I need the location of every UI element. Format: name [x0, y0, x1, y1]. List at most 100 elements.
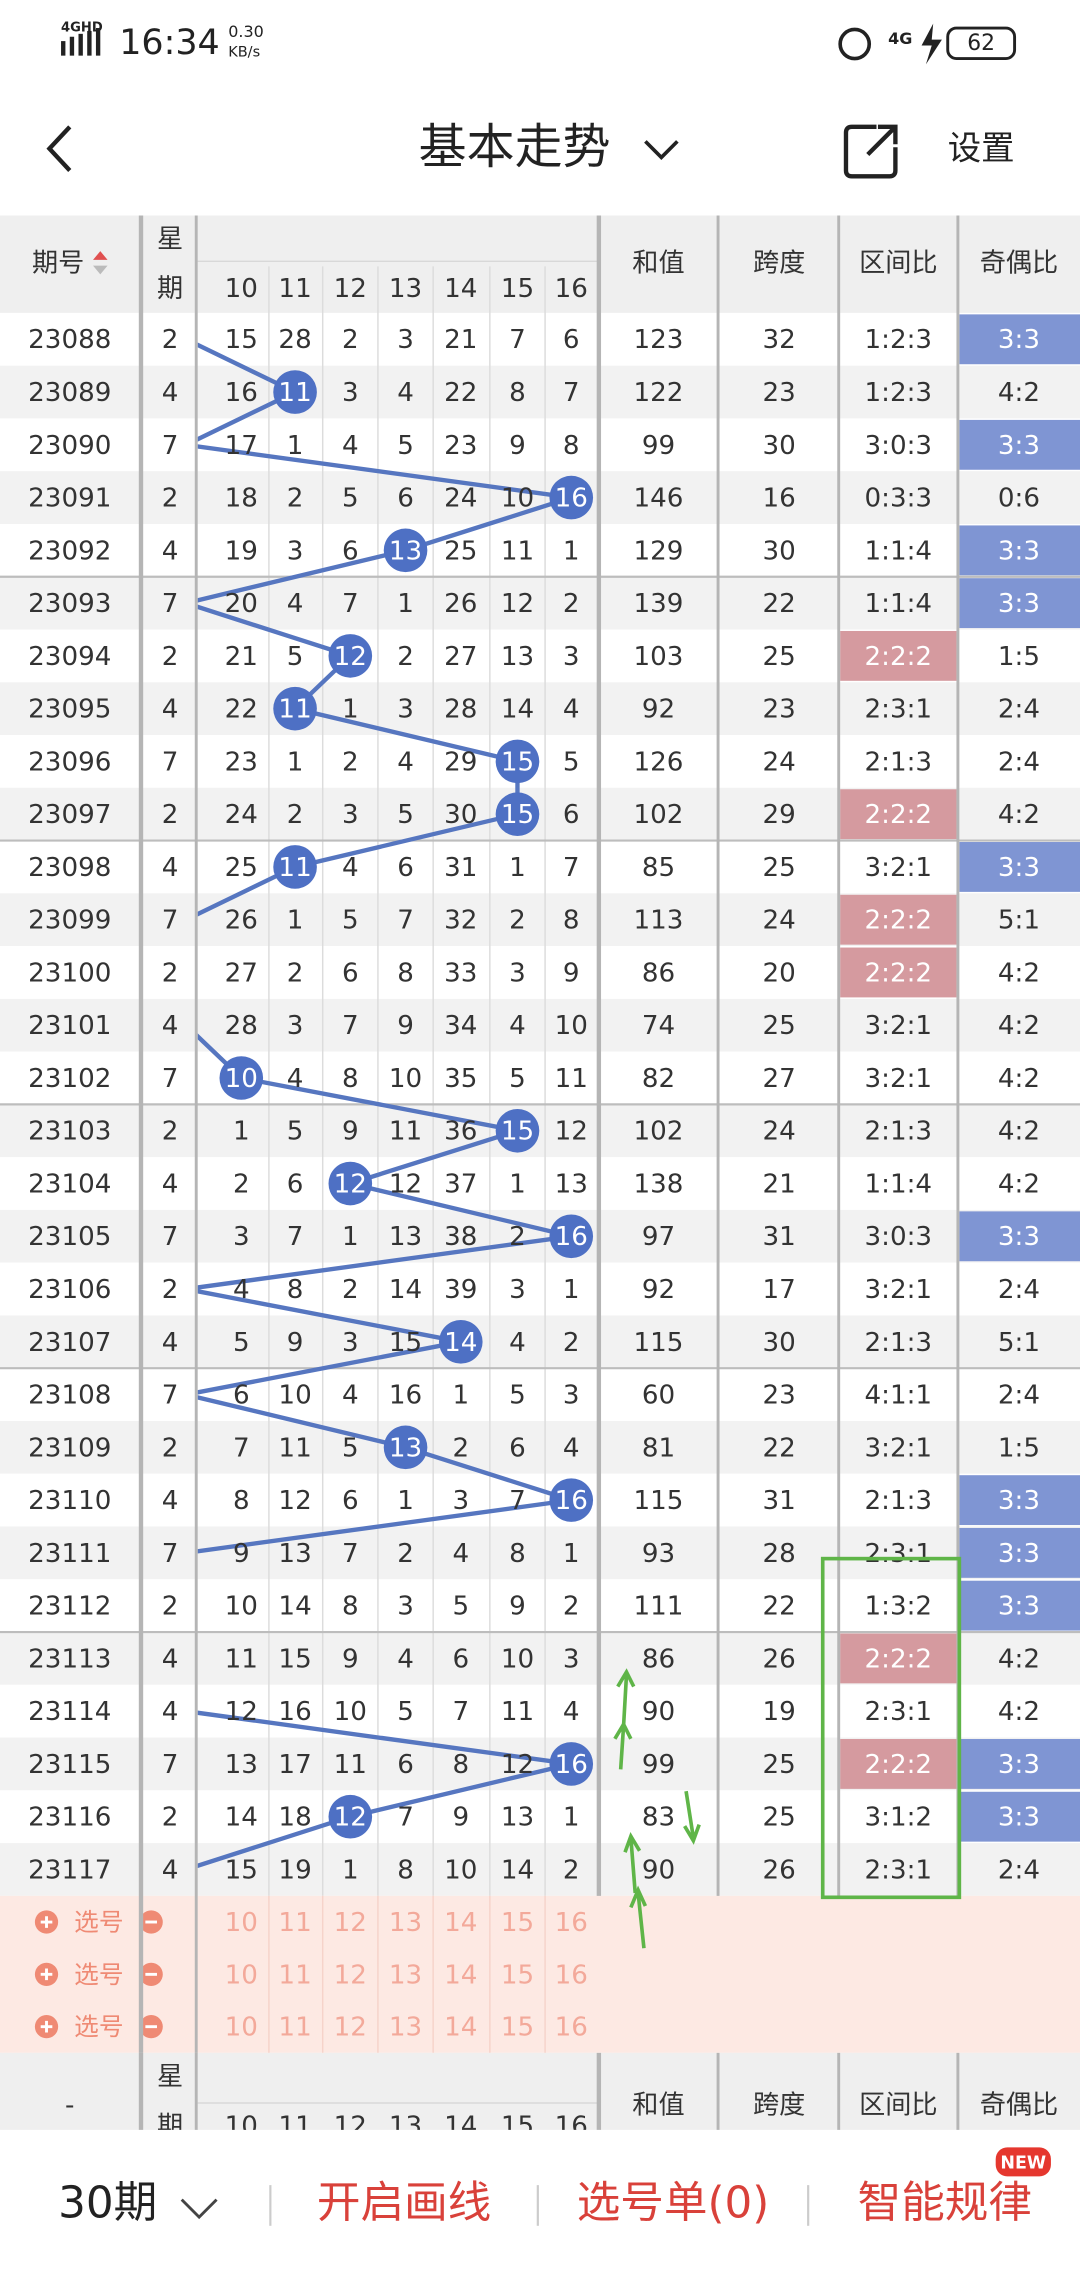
miss-count: 2: [287, 484, 304, 514]
miss-count: 14: [389, 1275, 422, 1305]
miss-count: 8: [287, 1275, 304, 1305]
ball: [273, 370, 317, 414]
miss-count: 1: [452, 1381, 469, 1411]
range-ratio: 3:2:1: [865, 1433, 933, 1463]
miss-count: 3: [342, 1328, 359, 1358]
miss-count: 5: [397, 1697, 414, 1727]
select-number: 12: [334, 1908, 367, 1938]
title-dropdown[interactable]: [644, 140, 679, 160]
miss-count: 12: [555, 1117, 588, 1147]
miss-count: 5: [509, 1381, 526, 1411]
odd-even-ratio: 4:2: [998, 1169, 1040, 1199]
range-ratio: 2:1:3: [865, 1486, 933, 1516]
weekday: 4: [162, 536, 179, 566]
weekday: 7: [162, 906, 179, 936]
highlight-cell: [959, 1791, 1080, 1842]
miss-count: 3: [287, 536, 304, 566]
miss-count: 13: [501, 1803, 534, 1833]
miss-count: 7: [563, 853, 580, 883]
miss-count: 1: [342, 1222, 359, 1252]
span: 29: [762, 800, 795, 830]
period-select[interactable]: 30期: [58, 2178, 157, 2228]
miss-count: 3: [509, 1275, 526, 1305]
trend-line: [197, 342, 572, 1869]
miss-count: 10: [278, 1381, 311, 1411]
range-ratio: 1:1:4: [865, 536, 933, 566]
miss-count: 6: [397, 484, 414, 514]
span: 23: [762, 695, 795, 725]
sum: 92: [642, 1275, 675, 1305]
sum: 146: [633, 484, 683, 514]
miss-count: 2: [397, 642, 414, 672]
miss-count: 4: [342, 1381, 359, 1411]
column-header: -: [65, 2090, 74, 2120]
draw-lines-button[interactable]: 开启画线: [317, 2178, 491, 2228]
miss-count: 15: [225, 325, 258, 355]
span: 31: [762, 1486, 795, 1516]
miss-count: 6: [509, 1433, 526, 1463]
miss-count: 5: [509, 1064, 526, 1094]
miss-count: 1: [287, 906, 304, 936]
range-ratio: 1:1:4: [865, 1169, 933, 1199]
ball: [328, 1161, 373, 1206]
range-ratio: 3:2:1: [865, 853, 933, 883]
page-title[interactable]: 基本走势: [419, 119, 611, 175]
sum: 74: [642, 1011, 675, 1041]
period: 23116: [28, 1803, 111, 1833]
ball-number: 15: [501, 1117, 534, 1147]
miss-count: 16: [278, 1697, 311, 1727]
row-bg: [0, 1473, 1080, 1527]
period: 23091: [28, 484, 111, 514]
miss-count: 3: [287, 1011, 304, 1041]
miss-count: 2: [452, 1433, 469, 1463]
select-number: 13: [389, 1960, 422, 1990]
smart-rules-button[interactable]: 智能规律: [858, 2178, 1032, 2228]
pick-list-button[interactable]: 选号单(0): [577, 2178, 770, 2228]
miss-count: 37: [444, 1169, 477, 1199]
miss-count: 10: [501, 484, 534, 514]
share-button[interactable]: [843, 124, 898, 179]
miss-count: 12: [389, 1169, 422, 1199]
weekday: 7: [162, 747, 179, 777]
ball: [383, 1425, 428, 1470]
ball-number: 13: [389, 536, 422, 566]
span: 28: [762, 1539, 795, 1569]
range-ratio: 2:2:2: [865, 642, 933, 672]
range-ratio: 2:3:1: [865, 1539, 933, 1569]
range-ratio: 2:3:1: [865, 1855, 933, 1885]
sum: 102: [633, 1117, 683, 1147]
miss-count: 13: [225, 1750, 258, 1780]
row-bg: [0, 1526, 1080, 1580]
miss-count: 26: [225, 906, 258, 936]
miss-count: 9: [287, 1328, 304, 1358]
period: 23105: [28, 1222, 111, 1252]
highlight-cell: [840, 1739, 957, 1789]
settings-button[interactable]: 设置: [948, 129, 1015, 168]
span: 24: [762, 747, 795, 777]
miss-count: 3: [563, 1381, 580, 1411]
sum: 115: [633, 1486, 683, 1516]
miss-count: 12: [225, 1697, 258, 1727]
select-label: 选号: [74, 2012, 123, 2041]
period: 23101: [28, 1011, 111, 1041]
weekday: 4: [162, 1697, 179, 1727]
ball: [219, 1056, 264, 1100]
sum: 60: [642, 1381, 675, 1411]
miss-count: 12: [501, 589, 534, 619]
period: 23115: [28, 1750, 111, 1780]
span: 24: [762, 906, 795, 936]
network: 4GHD: [61, 21, 103, 36]
column-header: 15: [501, 274, 534, 304]
back-button[interactable]: [46, 125, 72, 172]
select-number: 10: [225, 1960, 258, 1990]
miss-count: 5: [287, 1117, 304, 1147]
alarm-icon: [838, 27, 872, 61]
column-header: 11: [278, 274, 311, 304]
miss-count: 4: [397, 747, 414, 777]
range-ratio: 2:2:2: [865, 1750, 933, 1780]
sum: 81: [642, 1433, 675, 1463]
odd-even-ratio: 4:2: [998, 1064, 1040, 1094]
period-dropdown[interactable]: [180, 2198, 218, 2220]
select-number: 12: [334, 2013, 367, 2043]
miss-count: 4: [342, 431, 359, 461]
